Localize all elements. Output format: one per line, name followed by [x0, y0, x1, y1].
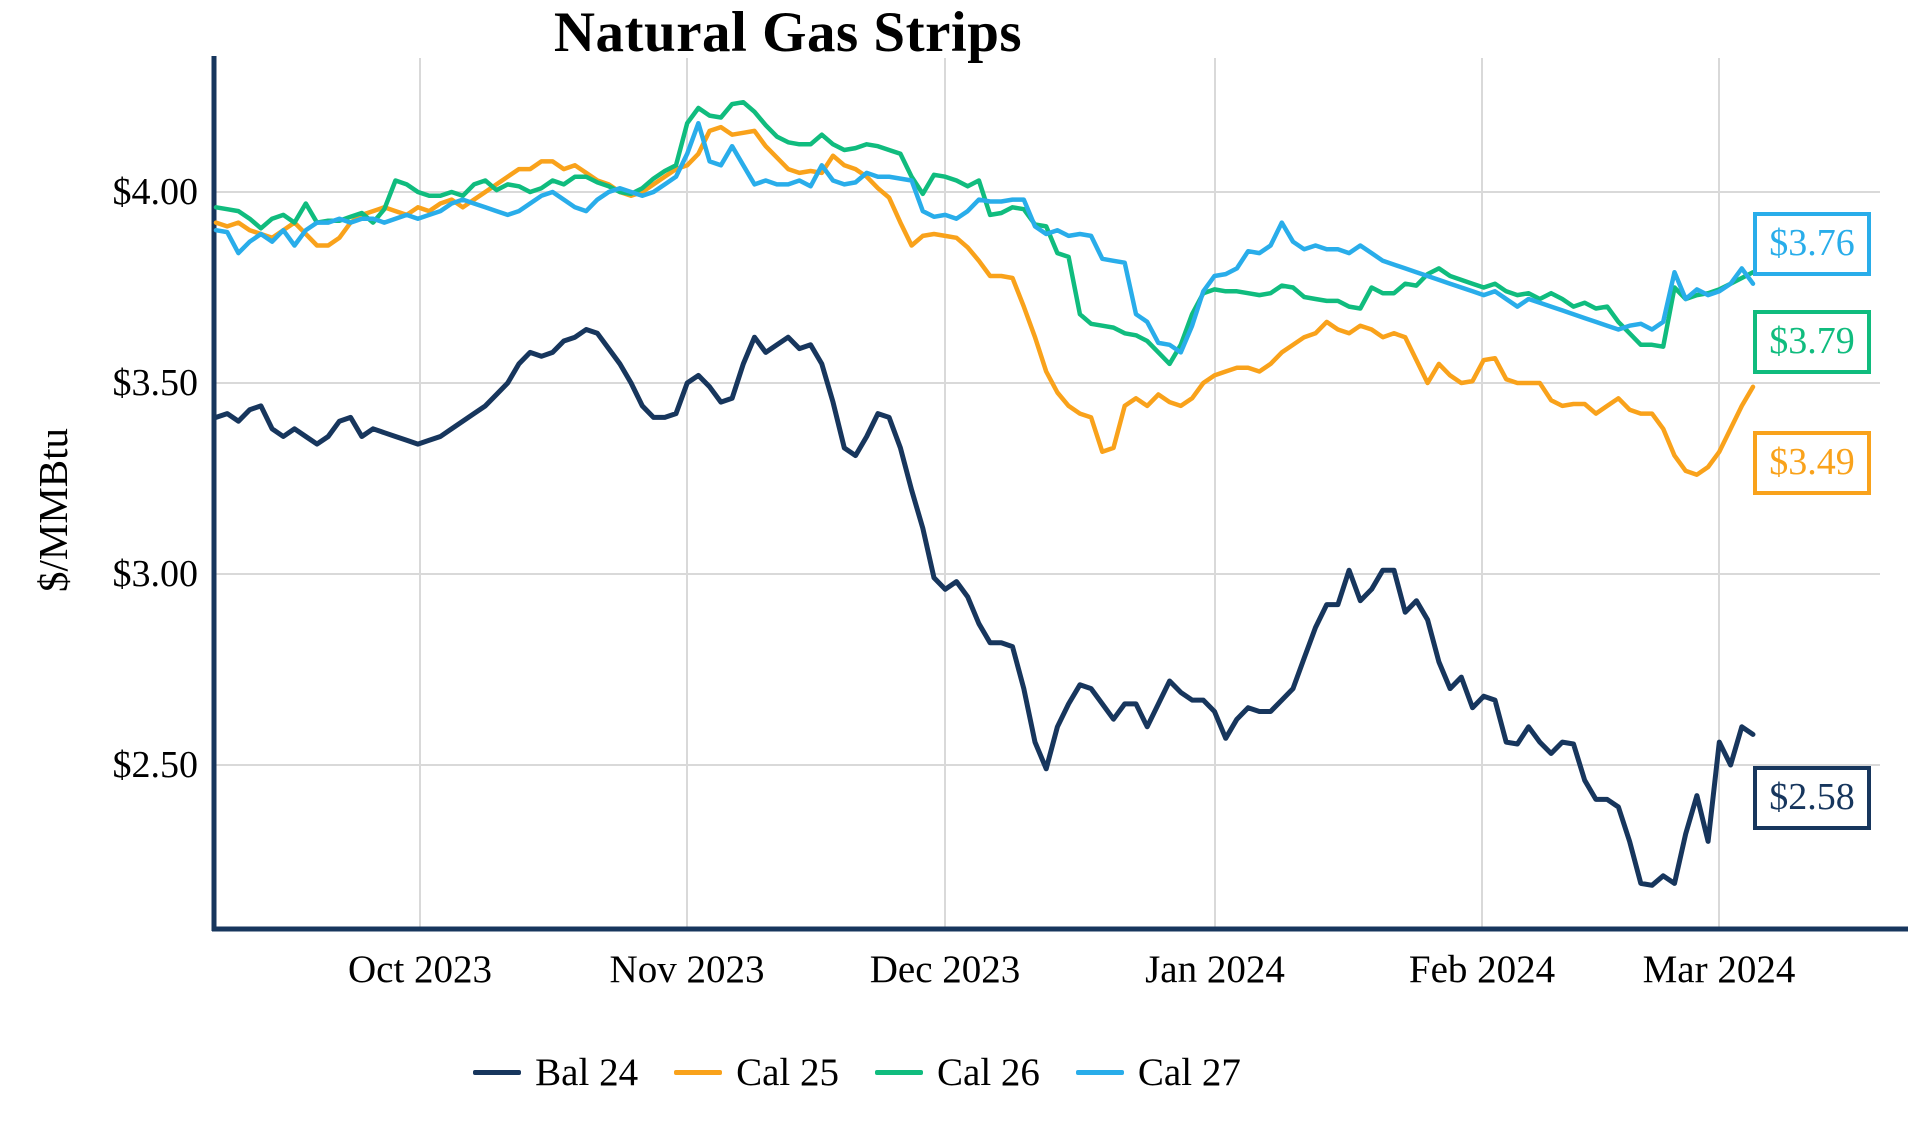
legend-label-bal24: Bal 24 — [535, 1050, 639, 1094]
series-line-cal27 — [213, 120, 1756, 355]
legend-label-cal25: Cal 25 — [736, 1050, 839, 1094]
legend-swatch-cal26 — [875, 1069, 923, 1075]
y-axis-title: $/MMBtu — [30, 427, 76, 593]
legend-item-bal24: Bal 24 — [473, 1050, 638, 1095]
y-tick-label-4.00: $4.00 — [112, 171, 199, 213]
chart-title: Natural Gas Strips — [553, 1, 1023, 64]
legend-swatch-bal24 — [473, 1069, 522, 1075]
y-tick-label-2.50: $2.50 — [112, 744, 199, 786]
end-value-label-bal24: $2.58 — [1753, 766, 1871, 830]
x-tick-label-nov2023: Nov 2023 — [609, 948, 765, 991]
y-tick-label-3.50: $3.50 — [112, 362, 199, 404]
legend-item-cal26: Cal 26 — [875, 1050, 1040, 1095]
x-tick-label-feb2024: Feb 2024 — [1408, 948, 1556, 991]
legend-swatch-cal25 — [674, 1069, 723, 1075]
legend-swatch-cal27 — [1075, 1069, 1124, 1075]
x-tick-label-dec2023: Dec 2023 — [869, 948, 1021, 991]
legend-label-cal26: Cal 26 — [937, 1050, 1040, 1094]
series-line-bal24 — [213, 327, 1756, 888]
legend-item-cal25: Cal 25 — [674, 1050, 839, 1095]
legend-label-cal27: Cal 27 — [1137, 1050, 1241, 1094]
end-value-label-cal26: $3.79 — [1753, 310, 1871, 374]
y-tick-label-3.00: $3.00 — [112, 553, 199, 595]
end-value-label-cal25: $3.49 — [1753, 431, 1871, 495]
legend: Bal 24 Cal 25 Cal 26 Cal 27 — [0, 1042, 1714, 1102]
x-tick-label-jan2024: Jan 2024 — [1145, 948, 1285, 991]
x-tick-label-oct2023: Oct 2023 — [347, 948, 493, 991]
x-tick-label-mar2024: Mar 2024 — [1642, 948, 1796, 991]
legend-item-cal27: Cal 27 — [1075, 1050, 1241, 1095]
end-value-label-cal27: $3.76 — [1753, 212, 1871, 276]
series-line-cal26 — [213, 99, 1756, 367]
